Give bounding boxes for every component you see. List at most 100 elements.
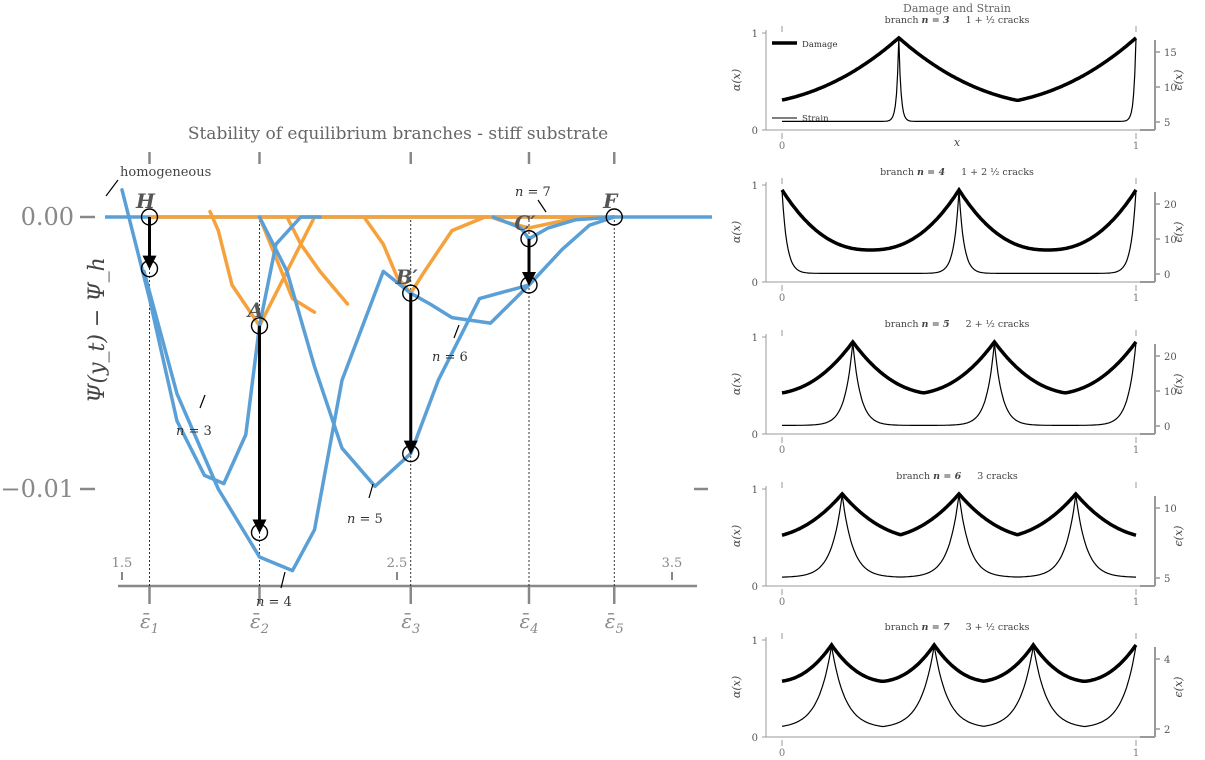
panel-ytick-label: 1: [752, 333, 758, 344]
unstable-branch-3: [362, 215, 487, 297]
panel-strain-tick-label: 10: [1164, 83, 1177, 94]
unstable-branch-1: [257, 215, 317, 314]
panel-xtick-label: 0: [779, 597, 785, 608]
x-tick-label-2: 3.5: [662, 556, 683, 571]
panel-ylabel-left: α(x): [730, 221, 743, 243]
n6-label: n = 6: [432, 350, 468, 365]
damage-curve: [781, 491, 1137, 537]
panel-ylabel-right: ϵ(x): [1172, 222, 1185, 243]
stable-branch-n3: [120, 188, 322, 486]
panel-strain-tick-label: 4: [1164, 655, 1170, 666]
panel-ylabel-right: ϵ(x): [1172, 677, 1185, 698]
point-circle-3: [520, 230, 538, 248]
point-label-1: A: [246, 298, 264, 322]
panel-strain-tick-label: 0: [1164, 422, 1170, 433]
panel-xtick-label: 1: [1133, 293, 1139, 304]
stable-branch-n5: [257, 215, 531, 489]
panel-strain-tick-label: 5: [1164, 118, 1170, 129]
n3-arrow: [199, 394, 206, 409]
n4-arrow: [280, 571, 286, 589]
legend-strain-label: Strain: [802, 114, 829, 124]
homogeneous-label: homogeneous: [120, 165, 211, 180]
panel-ylabel-right: ϵ(x): [1172, 526, 1185, 547]
panel-strain-tick-label: 10: [1164, 504, 1177, 515]
homogeneous-arrow: [105, 179, 119, 197]
panel-xtick-label: 0: [779, 445, 785, 456]
panel-ytick-label: 1: [752, 636, 758, 647]
panel-strain-tick-label: 10: [1164, 235, 1177, 246]
main-series: [105, 188, 712, 573]
x-tick-label-1: 2.5: [387, 556, 408, 571]
right-title: Damage and Strain: [903, 2, 1011, 15]
damage-curve: [780, 186, 1138, 252]
panel-strain-tick-label: 0: [1164, 270, 1170, 281]
panel-ytick-label: 0: [752, 733, 758, 744]
point-circle-2: [402, 284, 420, 302]
panel-ytick-label: 1: [752, 29, 758, 40]
panel-xtick-label: 0: [779, 748, 785, 759]
panel-xtick-label: 0: [779, 141, 785, 152]
n7-arrow: [537, 199, 547, 213]
strain-curve: [781, 190, 1137, 274]
strain-label-1: ε̄2: [250, 609, 269, 637]
point-label-4: F: [602, 189, 619, 213]
jump-target-circle-3: [520, 276, 538, 294]
panel-xlabel: x: [954, 136, 961, 149]
damage-curve: [781, 35, 1138, 103]
panel-strain-tick-label: 10: [1164, 387, 1177, 398]
strain-label-4: ε̄5: [605, 609, 624, 637]
main-marks: H A B′ C′ F: [135, 189, 623, 542]
jump-target-circle-0: [140, 259, 159, 278]
point-circle-4: [605, 208, 623, 226]
point-circle-1: [250, 317, 269, 335]
panel-xtick-label: 1: [1133, 445, 1139, 456]
panel-ytick-label: 0: [752, 582, 758, 593]
strain-curve: [781, 645, 1137, 728]
damage-curve: [781, 641, 1138, 684]
panel-ytick-label: 1: [752, 485, 758, 496]
n4-label: n = 4: [256, 595, 292, 610]
panel-ylabel-left: α(x): [730, 525, 743, 547]
panel-strain-tick-label: 15: [1164, 48, 1177, 59]
y-axis-label: Ψ(y_t) − Ψ_h: [85, 257, 110, 403]
panel-xtick-label: 1: [1133, 141, 1139, 152]
main-title: Stability of equilibrium branches - stif…: [188, 124, 608, 144]
panel-ytick-label: 0: [752, 430, 758, 441]
unstable-branch-0: [208, 209, 317, 330]
n3-label: n = 3: [176, 424, 212, 439]
strain-curve: [782, 342, 1137, 426]
panel-ylabel-left: α(x): [730, 69, 743, 91]
stable-branch-n6: [408, 215, 617, 325]
panel-ylabel-left: α(x): [730, 676, 743, 698]
panel-ylabel-left: α(x): [730, 373, 743, 395]
stable-branch-n4: [142, 269, 413, 573]
point-label-0: H: [135, 189, 156, 213]
x-tick-label-0: 1.5: [112, 556, 133, 571]
damage-curve: [781, 339, 1138, 395]
n5-label: n = 5: [347, 512, 383, 527]
stability-chart: Stability of equilibrium branches - stif…: [0, 124, 712, 637]
jump-target-circle-1: [250, 523, 269, 542]
panel-xtick-label: 1: [1133, 597, 1139, 608]
panel-ytick-label: 0: [752, 126, 758, 137]
point-circle-0: [140, 208, 159, 226]
stable-branch-n7: [491, 215, 617, 241]
strain-label-0: ε̄1: [140, 609, 159, 637]
main-axes: 1.5 2.5 3.5 0.00 −0.01 ε̄1 ε̄2 ε̄3 ε̄4 ε̄5: [0, 152, 708, 637]
strain-curve: [782, 494, 1136, 578]
n5-arrow: [368, 483, 374, 499]
jump-arrowhead-0: [142, 255, 157, 270]
legend-damage-label: Damage: [802, 40, 837, 50]
y-tick-label-0: 0.00: [21, 203, 74, 231]
unstable-branch-2: [285, 215, 350, 306]
